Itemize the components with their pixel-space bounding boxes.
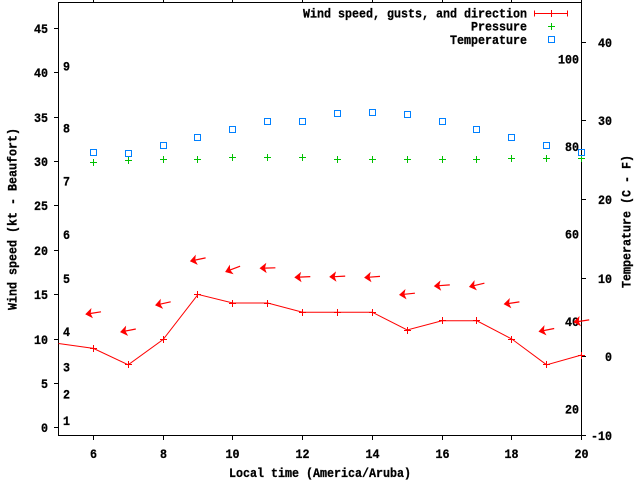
svg-text:5: 5 [63, 272, 70, 287]
svg-text:30: 30 [34, 155, 48, 170]
svg-text:20: 20 [598, 193, 612, 208]
svg-text:Pressure: Pressure [471, 20, 527, 35]
svg-text:10: 10 [34, 333, 48, 348]
svg-text:8: 8 [160, 447, 167, 462]
svg-text:1: 1 [63, 414, 70, 429]
svg-text:20: 20 [575, 447, 589, 462]
svg-text:14: 14 [366, 447, 380, 462]
svg-text:40: 40 [565, 315, 579, 330]
svg-text:6: 6 [63, 228, 70, 243]
svg-text:9: 9 [63, 59, 70, 74]
svg-text:4: 4 [63, 325, 70, 340]
svg-text:20: 20 [565, 403, 579, 418]
svg-text:5: 5 [41, 377, 48, 392]
svg-text:Temperature: Temperature [450, 33, 527, 48]
svg-text:15: 15 [34, 288, 48, 303]
svg-text:Wind speed (kt - Beaufort): Wind speed (kt - Beaufort) [5, 128, 20, 310]
svg-text:10: 10 [226, 447, 240, 462]
svg-text:60: 60 [565, 228, 579, 243]
svg-text:45: 45 [34, 22, 48, 37]
svg-text:100: 100 [558, 53, 579, 68]
svg-text:2: 2 [63, 387, 70, 402]
svg-text:25: 25 [34, 199, 48, 214]
svg-text:Temperature (C - F): Temperature (C - F) [619, 155, 634, 288]
svg-text:0: 0 [41, 421, 48, 436]
svg-text:18: 18 [505, 447, 519, 462]
svg-text:40: 40 [598, 36, 612, 51]
svg-text:10: 10 [598, 272, 612, 287]
svg-text:80: 80 [565, 140, 579, 155]
svg-text:Wind speed, gusts, and directi: Wind speed, gusts, and direction [303, 7, 527, 22]
svg-text:30: 30 [598, 114, 612, 129]
svg-text:7: 7 [63, 175, 70, 190]
svg-text:3: 3 [63, 361, 70, 376]
svg-text:0: 0 [605, 350, 612, 365]
svg-text:12: 12 [296, 447, 310, 462]
svg-text:8: 8 [63, 121, 70, 136]
svg-text:35: 35 [34, 111, 48, 126]
svg-text:Local time (America/Aruba): Local time (America/Aruba) [229, 466, 411, 480]
svg-text:6: 6 [90, 447, 97, 462]
svg-text:-10: -10 [591, 429, 612, 444]
svg-text:16: 16 [436, 447, 450, 462]
svg-text:40: 40 [34, 66, 48, 81]
svg-text:20: 20 [34, 244, 48, 259]
